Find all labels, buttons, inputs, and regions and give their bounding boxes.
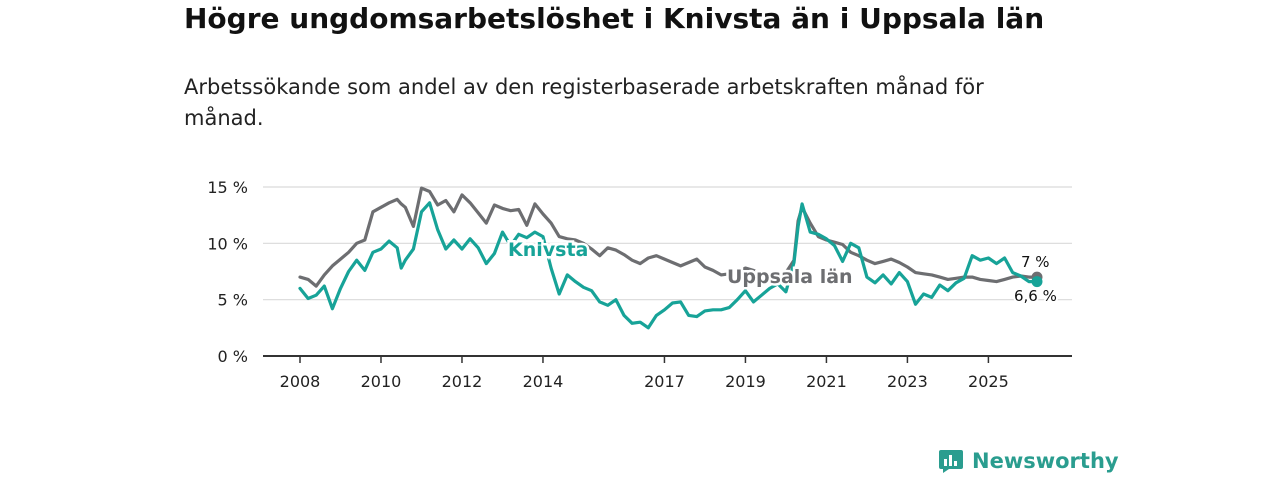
y-axis: 0 % 5 % 10 % 15 % — [207, 178, 248, 366]
y-tick-label: 15 % — [207, 178, 248, 197]
x-axis: 2008 2010 2012 2014 2017 2019 2021 2023 2025 — [263, 355, 1072, 391]
y-tick-label: 0 % — [218, 347, 248, 366]
series-label-knivsta: Knivsta — [508, 239, 588, 261]
x-tick-label: 2012 — [442, 372, 483, 391]
chart-title: Högre ungdomsarbetslöshet i Knivsta än i… — [184, 2, 1045, 35]
end-label-knivsta: 6,6 % — [1014, 287, 1057, 305]
x-tick-label: 2014 — [523, 372, 564, 391]
series-end-point — [1031, 276, 1043, 288]
newsworthy-logo: Newsworthy — [938, 448, 1119, 474]
x-tick-label: 2023 — [887, 372, 928, 391]
x-tick-label: 2019 — [725, 372, 766, 391]
y-tick-label: 5 % — [218, 291, 248, 310]
chart-subtitle: Arbetssökande som andel av den registerb… — [184, 75, 984, 130]
series-line-uppsala-län — [298, 186, 1039, 288]
x-tick-label: 2021 — [806, 372, 847, 391]
series-labels: Uppsala län Knivsta 7 % 6,6 % — [506, 237, 1059, 308]
end-label-uppsala: 7 % — [1021, 253, 1050, 271]
series-label-uppsala: Uppsala län — [727, 266, 853, 288]
gridlines — [263, 186, 1072, 301]
x-tick-label: 2017 — [644, 372, 685, 391]
series-line-knivsta — [298, 201, 1039, 330]
y-tick-label: 10 % — [207, 234, 248, 253]
brand-name: Newsworthy — [972, 449, 1119, 473]
series-lines — [298, 186, 1043, 330]
x-tick-label: 2008 — [280, 372, 321, 391]
x-tick-label: 2025 — [968, 372, 1009, 391]
newsworthy-icon — [939, 450, 963, 473]
x-tick-label: 2010 — [361, 372, 402, 391]
